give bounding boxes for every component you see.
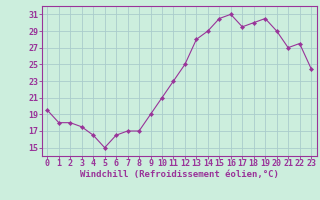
X-axis label: Windchill (Refroidissement éolien,°C): Windchill (Refroidissement éolien,°C) — [80, 170, 279, 179]
